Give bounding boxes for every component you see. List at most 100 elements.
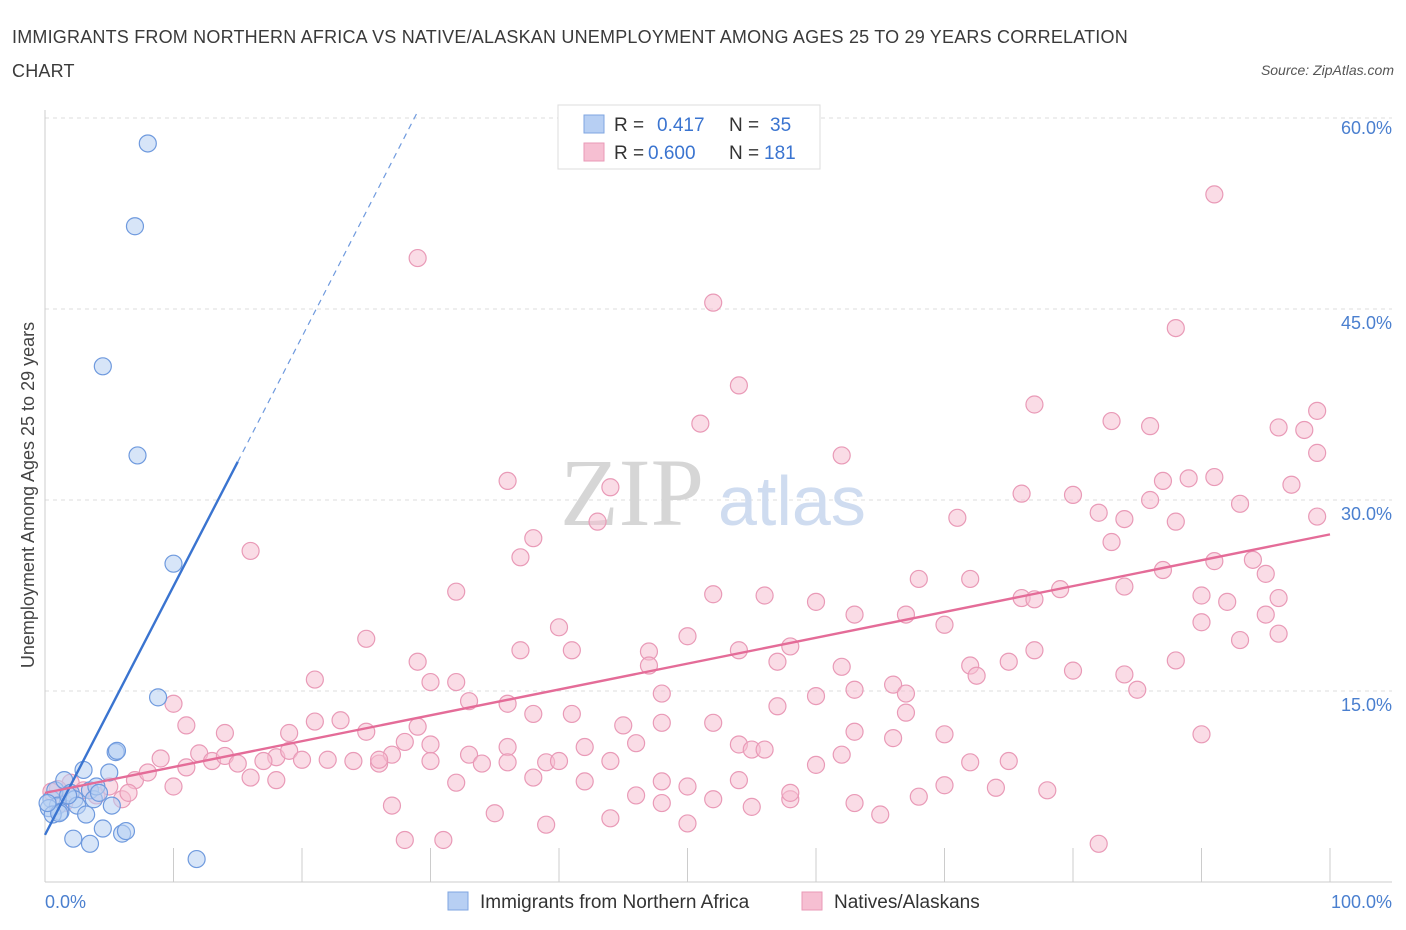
natives-alaskans-point-145 (575, 772, 594, 791)
northern-africa-point-23 (89, 783, 109, 802)
natives-alaskans-point-136 (344, 751, 363, 771)
natives-alaskans-point-75 (305, 670, 324, 689)
natives-alaskans-point-57 (357, 629, 376, 648)
natives-alaskans-point-62 (511, 641, 530, 660)
natives-alaskans-point-98 (357, 722, 376, 741)
natives-alaskans-point-116 (845, 722, 864, 741)
natives-alaskans-point-70 (1115, 665, 1134, 684)
natives-alaskans-point-25 (1115, 509, 1134, 529)
natives-alaskans-point-20 (1012, 484, 1031, 503)
natives-alaskans-point-27 (1308, 507, 1327, 526)
natives-alaskans-point-80 (524, 704, 543, 724)
natives-alaskans-point-53 (845, 605, 864, 624)
natives-alaskans-point-7 (691, 414, 710, 433)
legend-n-label-2: N = (729, 143, 759, 164)
natives-alaskans-point-42 (1256, 605, 1275, 624)
northern-africa-point-1 (125, 217, 145, 236)
natives-alaskans-point-46 (1205, 552, 1224, 571)
natives-alaskans-point-110 (704, 713, 723, 732)
natives-alaskans-point-94 (215, 723, 234, 743)
natives-alaskans-point-15 (601, 478, 620, 497)
legend-swatch-pink (583, 142, 605, 162)
natives-alaskans-point-68 (1025, 641, 1044, 660)
natives-alaskans-point-114 (806, 686, 826, 706)
natives-alaskans-point-17 (1179, 469, 1198, 488)
natives-alaskans-point-48 (1256, 564, 1275, 583)
natives-alaskans-point-78 (447, 672, 466, 692)
natives-alaskans-point-33 (511, 548, 530, 567)
natives-alaskans-point-47 (1243, 550, 1263, 569)
natives-alaskans-point-85 (896, 684, 916, 703)
northern-africa-point-5 (148, 688, 168, 707)
natives-alaskans-point-96 (280, 723, 299, 743)
natives-alaskans-point-115 (832, 745, 851, 764)
natives-alaskans-point-51 (755, 586, 774, 605)
natives-alaskans-point-174 (537, 815, 556, 834)
natives-alaskans-point-144 (549, 751, 569, 771)
natives-alaskans-point-172 (434, 830, 453, 850)
northern-africa-point-25 (102, 796, 121, 815)
natives-alaskans-point-18 (1205, 467, 1224, 487)
natives-alaskans-point-91 (305, 712, 324, 731)
natives-alaskans-point-143 (524, 768, 543, 787)
natives-alaskans-point-90 (999, 751, 1018, 771)
natives-alaskans-point-154 (845, 793, 864, 813)
northern-africa-point-29 (116, 821, 136, 841)
natives-alaskans-point-87 (967, 666, 986, 685)
natives-alaskans-point-155 (871, 805, 890, 824)
bottom-legend-swatch-pink (801, 891, 823, 911)
natives-alaskans-point-77 (459, 692, 479, 711)
y-tick-label-15: 15.0% (1341, 695, 1392, 715)
natives-alaskans-point-35 (961, 569, 980, 589)
natives-alaskans-point-26 (1166, 512, 1185, 531)
natives-alaskans-point-28 (588, 512, 607, 531)
natives-alaskans-point-69 (1063, 661, 1083, 680)
legend-swatch-blue (583, 114, 605, 134)
legend-r-label-2: R = (614, 143, 644, 164)
natives-alaskans-point-108 (626, 734, 646, 753)
natives-alaskans-point-130 (241, 768, 260, 787)
y-tick-label-45: 45.0% (1341, 313, 1392, 333)
natives-alaskans-point-147 (652, 772, 671, 791)
natives-alaskans-point-139 (421, 751, 440, 771)
legend-r-value-1: 0.417 (657, 115, 705, 136)
bottom-legend-label-2: Natives/Alaskans (834, 892, 980, 913)
axes (44, 110, 1392, 883)
x-tick-label-0: 0.0% (45, 892, 86, 912)
natives-alaskans-point-107 (614, 716, 633, 735)
natives-alaskans-point-58 (678, 627, 697, 646)
natives-alaskans-point-151 (755, 740, 774, 759)
natives-alaskans-point-83 (845, 680, 864, 699)
natives-alaskans-point-101 (408, 717, 427, 736)
natives-alaskans-point-102 (421, 735, 440, 754)
natives-alaskans-point-104 (498, 737, 517, 757)
natives-alaskans-point-180 (781, 783, 800, 802)
natives-alaskans-point-21 (1063, 485, 1083, 505)
x-tick-label-100: 100.0% (1331, 892, 1392, 912)
northern-africa-point-2 (93, 357, 112, 376)
bottom-legend: Immigrants from Northern Africa Natives/… (447, 891, 980, 913)
trend-lines (43, 111, 1331, 836)
northern-africa-point-4 (164, 554, 183, 573)
natives-alaskans-point-32 (241, 541, 260, 561)
natives-alaskans-point-106 (575, 737, 594, 757)
bottom-legend-label-1: Immigrants from Northern Africa (480, 892, 750, 913)
natives-alaskans-point-22 (1089, 503, 1108, 522)
natives-alaskans-point-59 (729, 641, 749, 660)
natives-alaskans-point-170 (382, 796, 402, 815)
natives-alaskans-point-81 (562, 704, 581, 724)
watermark-atlas: atlas (718, 462, 866, 540)
legend-n-value-1: 35 (770, 115, 791, 136)
natives-alaskans-point-148 (678, 777, 697, 796)
legend-n-value-2: 181 (764, 143, 796, 164)
natives-alaskans-point-113 (768, 697, 787, 716)
natives-alaskans-point-34 (909, 569, 928, 589)
natives-alaskans-point-30 (1102, 532, 1121, 552)
northern-africa-point-3 (128, 446, 147, 465)
natives-alaskans-point-12 (832, 446, 851, 465)
natives-alaskans-point-125 (177, 758, 196, 777)
natives-alaskans-point-124 (164, 777, 183, 796)
natives-alaskans-point-8 (1102, 411, 1121, 431)
trend-line-northern-africa (43, 461, 239, 836)
natives-alaskans-point-159 (1038, 781, 1057, 800)
